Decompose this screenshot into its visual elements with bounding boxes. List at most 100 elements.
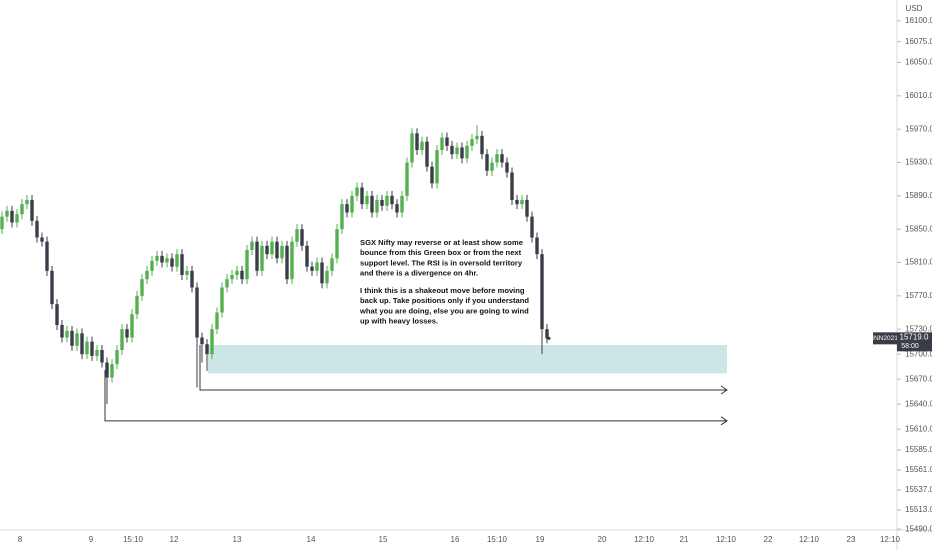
candle-body xyxy=(345,204,349,213)
candle-body xyxy=(225,279,229,288)
candle-body xyxy=(15,214,19,223)
candle-body xyxy=(160,255,164,263)
y-tick-label: 16075.0 xyxy=(905,37,932,46)
level-line xyxy=(104,370,728,426)
annotation-line: support level. The RSI is in oversold te… xyxy=(360,258,523,267)
candle-body xyxy=(125,329,129,338)
candle-body xyxy=(315,262,319,271)
candle-body xyxy=(205,344,209,355)
candle-body xyxy=(500,154,504,163)
candle-body xyxy=(520,200,524,205)
candle-body xyxy=(395,204,399,213)
candle-body xyxy=(210,329,214,355)
x-tick-label: 8 xyxy=(18,535,23,544)
candle-body xyxy=(65,330,69,338)
annotation-line: back up. Take positions only if you unde… xyxy=(360,296,529,305)
candle-body xyxy=(375,200,379,213)
x-tick-label: 15:10 xyxy=(487,535,508,544)
candle-body xyxy=(270,241,274,255)
y-tick-label: 16050.0 xyxy=(905,58,932,67)
candle-body xyxy=(75,333,79,346)
candle-body xyxy=(185,270,189,275)
symbol-label: INN2021 xyxy=(872,335,898,342)
symbol-box xyxy=(873,332,897,345)
y-tick-label: 15670.0 xyxy=(905,374,932,383)
candle-body xyxy=(415,133,419,150)
candle-body xyxy=(45,241,49,271)
candle-body xyxy=(530,216,534,238)
x-tick-label: 20 xyxy=(598,535,607,544)
candle-body xyxy=(170,258,174,267)
y-tick-label: 15561.0 xyxy=(905,465,932,474)
candle-body xyxy=(115,350,119,365)
candle-body xyxy=(470,139,474,146)
currency-label: USD xyxy=(906,4,923,13)
candle-body xyxy=(445,137,449,146)
candle-body xyxy=(240,270,244,280)
y-tick-label: 15850.0 xyxy=(905,224,932,233)
candle-body xyxy=(325,270,329,284)
y-tick-label: 15890.0 xyxy=(905,191,932,200)
candle-body xyxy=(80,333,84,355)
x-tick-label: 12 xyxy=(170,535,179,544)
candle-body xyxy=(360,187,364,205)
candle-body xyxy=(245,250,249,280)
candle-body xyxy=(540,254,544,330)
countdown-label: 58:00 xyxy=(901,343,919,350)
candle-body xyxy=(505,162,509,173)
candle-body xyxy=(215,312,219,330)
candle-body xyxy=(285,245,289,280)
candle-body xyxy=(450,145,454,155)
candle-body xyxy=(95,350,99,356)
annotation-line: I think this is a shakeout move before m… xyxy=(360,286,525,295)
y-tick-label: 15640.0 xyxy=(905,399,932,408)
support-zone xyxy=(208,345,727,374)
x-tick-label: 12:10 xyxy=(634,535,655,544)
x-tick-label: 21 xyxy=(680,535,689,544)
candle-body xyxy=(90,341,94,356)
x-tick-label: 15 xyxy=(379,535,388,544)
candle-body xyxy=(490,162,494,171)
candle-body xyxy=(230,275,234,280)
candle-body xyxy=(320,262,324,284)
candle-body xyxy=(145,270,149,280)
candle-body xyxy=(200,337,204,345)
x-tick-label: 15:10 xyxy=(123,535,144,544)
candle-body xyxy=(130,314,134,338)
candle-body xyxy=(100,350,104,363)
x-tick-label: 12:10 xyxy=(880,535,901,544)
candle-body xyxy=(475,135,479,140)
candle-body xyxy=(545,329,549,339)
candle-body xyxy=(430,166,434,184)
candle-body xyxy=(0,216,4,230)
y-tick-label: 15490.0 xyxy=(905,524,932,533)
last-price-dot xyxy=(547,336,551,340)
x-tick-label: 23 xyxy=(847,535,856,544)
candle-body xyxy=(365,195,369,205)
candle-body xyxy=(165,258,169,263)
candle-body xyxy=(440,137,444,150)
x-tick-label: 12:10 xyxy=(716,535,737,544)
candle-body xyxy=(190,270,194,288)
candle-body xyxy=(290,241,294,280)
annotation-line: bounce from this Green box or from the n… xyxy=(360,248,522,257)
candle-body xyxy=(495,154,499,163)
y-tick-label: 16100.0 xyxy=(905,16,932,25)
price-box xyxy=(897,332,932,352)
candle-body xyxy=(535,237,539,255)
y-tick-label: 15700.0 xyxy=(905,349,932,358)
candle-body xyxy=(85,341,89,355)
candle-body xyxy=(135,295,139,315)
candle-body xyxy=(515,200,519,205)
candle-body xyxy=(180,254,184,275)
candle-body xyxy=(175,254,179,267)
annotation-line: up with heavy losses. xyxy=(360,317,438,326)
candle-body xyxy=(5,210,9,217)
candle-body xyxy=(410,133,414,163)
y-tick-label: 15930.0 xyxy=(905,158,932,167)
candle-body xyxy=(335,229,339,259)
candle-body xyxy=(10,210,14,223)
y-tick-label: 15970.0 xyxy=(905,124,932,133)
candle-body xyxy=(30,200,34,221)
